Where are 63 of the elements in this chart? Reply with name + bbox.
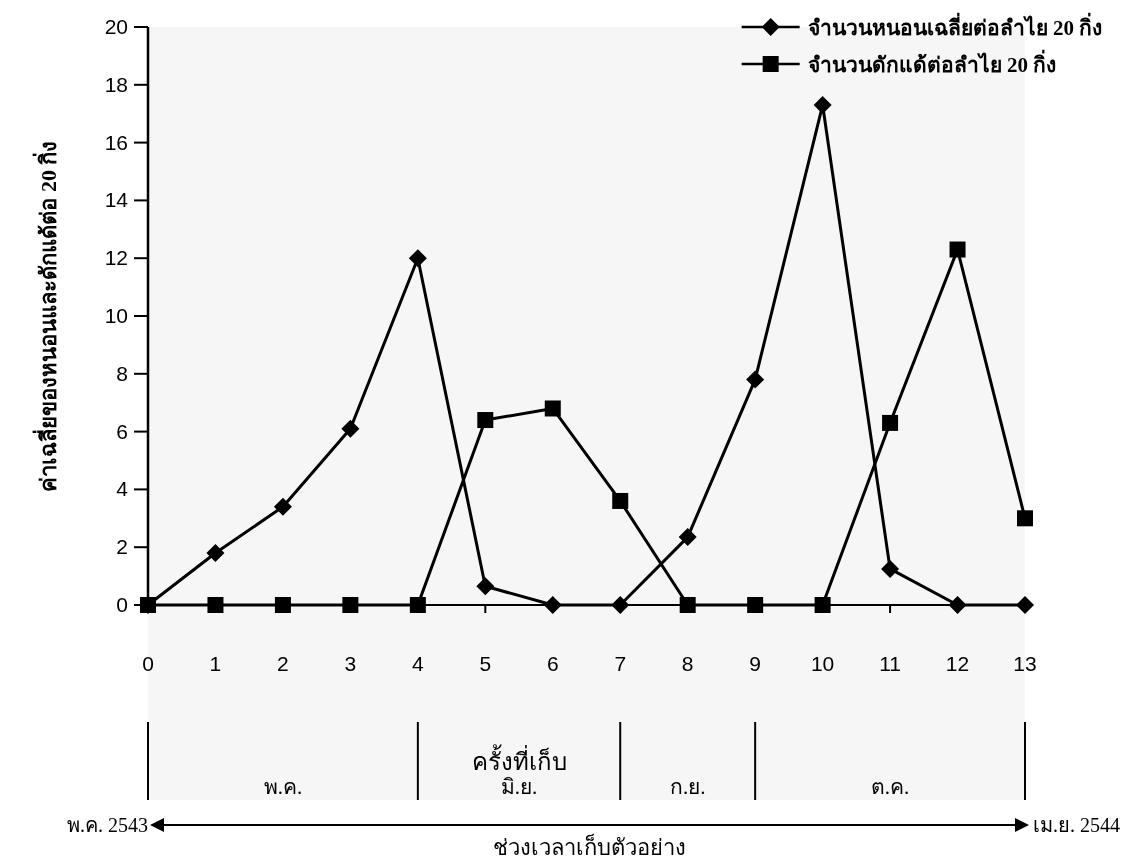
point xyxy=(140,597,156,613)
point xyxy=(341,419,360,438)
text: เม.ย. 2544 xyxy=(1033,814,1120,836)
y-tick-label: 14 xyxy=(104,188,129,212)
x-tick-label: 4 xyxy=(412,652,424,675)
x-tick-label: 9 xyxy=(749,652,761,675)
y-tick-label: 18 xyxy=(104,72,128,96)
y-tick-label: 8 xyxy=(116,361,128,385)
point xyxy=(881,559,900,578)
point xyxy=(207,597,224,613)
x-axis-title: ครั้งที่เก็บ xyxy=(471,744,567,775)
point xyxy=(543,596,562,614)
y-tick-label: 12 xyxy=(104,246,128,270)
point xyxy=(274,597,291,613)
point xyxy=(882,414,899,431)
text: พ.ค. 2543 xyxy=(67,814,148,836)
x-tick-label: 0 xyxy=(142,652,154,675)
point xyxy=(679,597,696,613)
point xyxy=(409,597,426,613)
y-tick-label: 0 xyxy=(116,593,128,616)
text: ช่วงเวลาเก็บตัวอย่าง xyxy=(493,833,686,860)
x-tick-label: 7 xyxy=(614,652,627,675)
point xyxy=(1017,510,1033,527)
x-tick-label: 10 xyxy=(810,652,835,675)
point xyxy=(273,497,292,516)
y-tick-label: 6 xyxy=(116,419,128,443)
x-tick-label: 6 xyxy=(546,652,559,675)
x-tick-label: 5 xyxy=(479,652,492,675)
x-tick-label: 3 xyxy=(344,652,357,675)
point xyxy=(206,543,225,562)
point xyxy=(342,597,359,613)
point xyxy=(949,241,966,258)
legend-label: จำนวนหนอนเฉลี่ยต่อลำไย 20 กิ่ง xyxy=(807,12,1103,40)
band-label: ก.ย. xyxy=(669,775,706,799)
y-axis-title: ค่าเฉลี่ยของหนอนและดักแด้ต่อ 20 กิ่ง xyxy=(32,140,61,492)
y-tick-label: 20 xyxy=(104,15,128,38)
band-label: พ.ค. xyxy=(263,775,303,799)
point xyxy=(408,249,427,268)
x-tick-label: 1 xyxy=(209,652,222,675)
point xyxy=(612,492,629,509)
x-tick-label: 8 xyxy=(681,652,694,675)
point xyxy=(477,412,494,429)
x-tick-label: 2 xyxy=(277,652,289,675)
point xyxy=(678,528,697,547)
point xyxy=(746,370,765,389)
y-tick-label: 16 xyxy=(104,130,128,154)
band-label: ต.ค. xyxy=(870,775,910,799)
y-tick-label: 2 xyxy=(116,535,128,559)
y-tick-label: 10 xyxy=(104,304,128,327)
point xyxy=(814,597,831,613)
point xyxy=(1016,596,1034,614)
point xyxy=(948,596,967,614)
point xyxy=(747,597,764,613)
x-tick-label: 13 xyxy=(1013,652,1037,675)
band-label: มิ.ย. xyxy=(500,775,538,799)
point xyxy=(813,96,832,115)
point xyxy=(544,400,561,417)
x-tick-label: 11 xyxy=(879,652,901,675)
point xyxy=(611,596,630,614)
x-tick-label: 12 xyxy=(945,652,970,675)
y-tick-label: 4 xyxy=(116,477,129,501)
legend-label: จำนวนดักแด้ต่อลำไย 20 กิ่ง xyxy=(807,49,1057,77)
point xyxy=(476,577,495,596)
